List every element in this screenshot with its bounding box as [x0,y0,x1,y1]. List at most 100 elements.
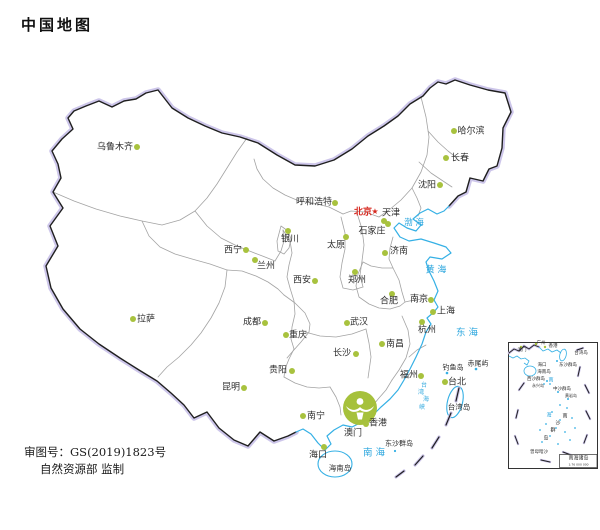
sea-label: 黄 海 [425,265,447,276]
city-label: 重庆 [288,330,308,341]
island-label: 东沙群岛 [385,439,413,448]
hainan-island [317,450,353,478]
city-label: 贵阳 [268,365,288,376]
sea-label: 湾 [417,389,425,396]
city-dot [451,128,457,134]
city-label: 太原 [326,240,346,251]
mainland-fill [46,80,511,450]
inset-label: 海南岛 [537,369,551,375]
city-label: 西宁 [223,245,243,256]
city-label: 南宁 [306,411,326,422]
inset-south-china-sea [507,342,598,469]
city-label: 昆明 [221,382,241,393]
sea-label: 东 海 [455,327,479,339]
inset-scale-title: 南海诸岛 [568,455,589,462]
city-dot [353,351,359,357]
national-border [45,79,512,447]
city-dot [312,278,318,284]
inset-label: 海口 [537,362,547,368]
city-label: 拉萨 [136,314,156,325]
city-dot [243,247,249,253]
producer-credit: 自然资源部 监制 [40,462,125,476]
city-label: 银川 [280,234,300,245]
city-label: 沈阳 [417,180,437,191]
city-label: 香港 [368,418,388,429]
city-dot [289,368,295,374]
inset-label: 永兴岛 [532,383,544,388]
inset-label: 群 [550,427,556,434]
sea-label: 南 海 [362,447,386,459]
inset-label: 南 [548,377,554,384]
city-label: 西安 [292,275,312,286]
city-label: 乌鲁木齐 [96,142,134,153]
city-dot [363,421,369,427]
inset-label: 沙 [555,420,561,427]
inset-label: 香港 [548,343,558,349]
islet-dots [393,367,478,453]
inset-label: 海 [546,412,552,419]
nine-dash-line [394,386,461,479]
inset-label: 南 [562,413,568,420]
city-label: 南昌 [385,339,405,350]
sea-label: 峡 [418,404,426,411]
city-label: 长春 [450,153,470,164]
city-label: 福州 [399,370,419,381]
island-label: 海南岛 [328,463,352,473]
city-dot [300,413,306,419]
city-dot [283,332,289,338]
province-boundaries [52,96,458,416]
page-title: 中国地图 [21,16,94,34]
map-footer: 审图号：GS(2019)1823号 自然资源部 监制 [24,444,166,478]
inset-label: 曾母暗沙 [530,449,548,455]
inset-scale-text: 1:76 000 000 [568,462,589,466]
city-dot [321,444,327,450]
city-label: 上海 [436,306,456,317]
city-dot [437,182,443,188]
inset-label: 台湾岛 [574,350,588,356]
city-dot [385,221,391,227]
island-label: 台湾岛 [447,402,471,412]
city-dot [443,155,449,161]
city-dot [241,385,247,391]
city-label: 哈尔滨 [457,126,485,137]
city-label: 呼和浩特 [295,197,333,208]
city-dot [418,373,424,379]
capital-label: 北京 [353,207,373,218]
city-label: 济南 [389,246,409,257]
city-label: 武汉 [349,317,369,328]
city-dot [344,320,350,326]
city-dot [130,316,136,322]
inset-label: 西沙群岛 [527,376,545,382]
city-dot [332,200,338,206]
coastline [295,205,452,451]
city-dot [382,250,388,256]
city-dot [419,319,425,325]
city-dot [428,297,434,303]
city-dot [379,341,385,347]
city-dot [442,379,448,385]
city-label: 长沙 [332,348,352,359]
city-label: 成都 [242,317,262,328]
city-label: 兰州 [256,261,276,272]
city-dot [252,257,258,263]
city-dot [343,234,349,240]
city-dot [352,269,358,275]
city-dot [389,291,395,297]
city-label: 石家庄 [358,226,386,237]
city-dot [381,218,387,224]
inset-label: 中沙群岛 [553,386,571,392]
inset-label: 岛 [543,435,549,442]
city-label: 合肥 [379,296,399,307]
location-marker-icon[interactable] [343,391,377,425]
city-label: 海口 [308,450,328,461]
inset-label: 黄岩岛 [565,393,577,398]
city-dot [285,228,291,234]
sea-label: 海 [422,396,430,403]
city-label: 台北 [447,377,467,388]
inset-label: 广州 [536,340,546,346]
city-dot [134,144,140,150]
inset-label: 澳门 [517,347,527,353]
approval-number: 审图号：GS(2019)1823号 [24,445,167,459]
